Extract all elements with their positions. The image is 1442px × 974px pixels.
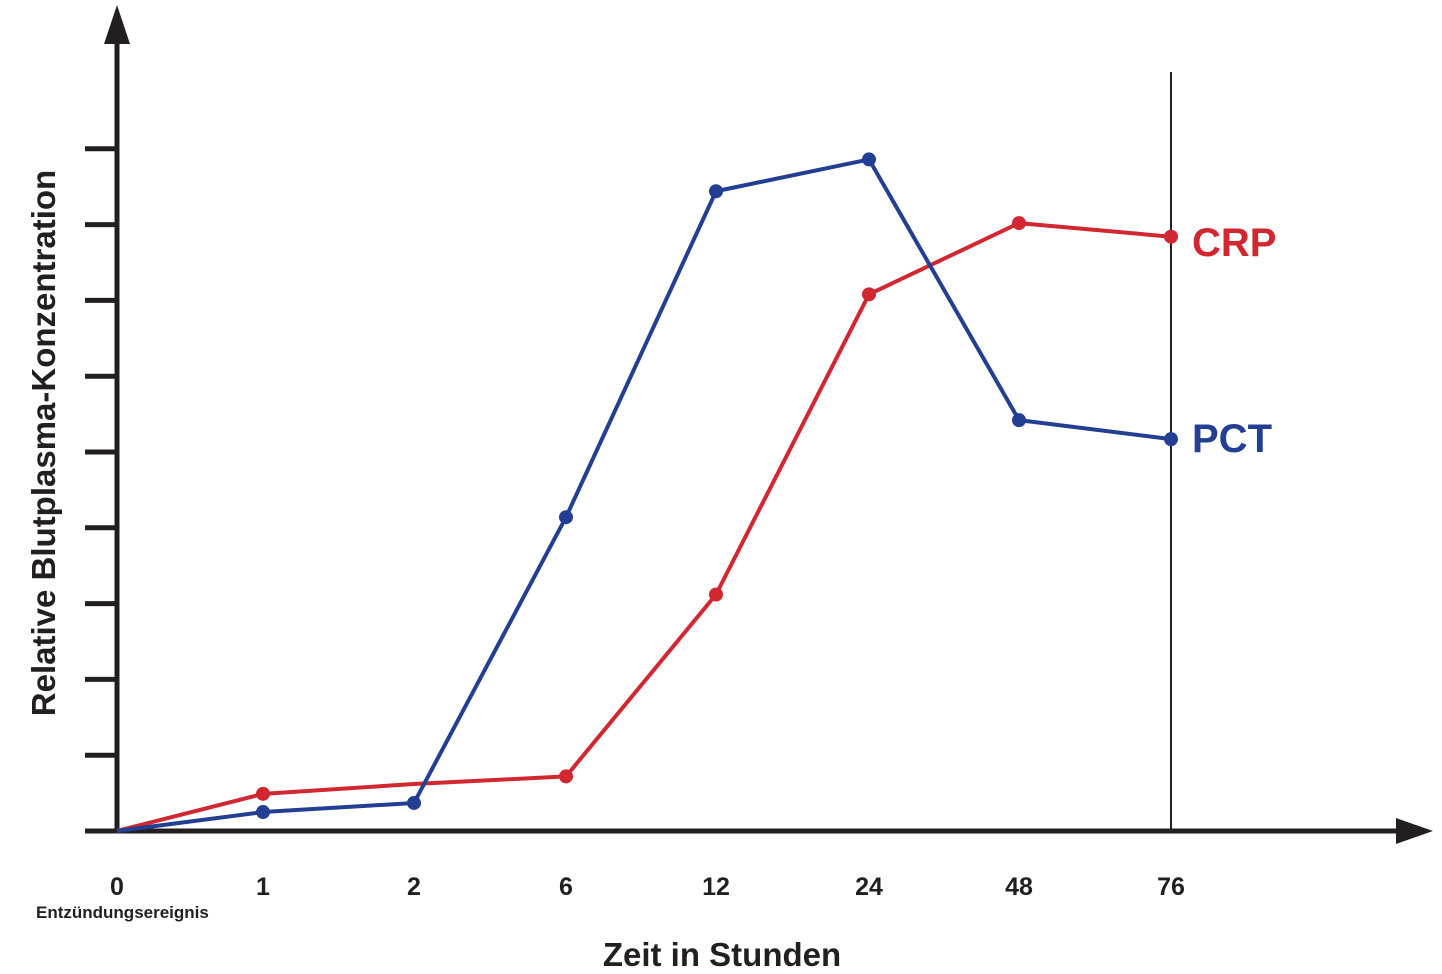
x-tick-label: 1 [256,873,270,901]
x-tick-label: 6 [559,873,573,901]
y-ticks [85,146,117,758]
data-point-pct [407,795,421,810]
y-axis-title: Relative Blutplasma-Konzentration [25,170,62,716]
data-point-crp [1012,216,1026,231]
y-axis-arrowhead [104,5,130,44]
x-tick-label: 48 [1005,873,1033,901]
series-pct: PCT [116,152,1272,833]
origin-sublabel: Entzündungsereignis [36,903,209,922]
series-line-crp [116,221,1172,833]
data-point-pct [1012,413,1026,428]
series-crp: CRP [116,216,1276,833]
x-tick-label: 0 [110,873,124,901]
data-point-pct [709,184,723,199]
data-point-pct [1164,432,1178,447]
series-label-crp: CRP [1192,221,1276,265]
data-point-crp [709,587,723,602]
data-point-crp [862,287,876,302]
x-tick-label: 24 [855,873,883,901]
x-tick-labels: 0 1 2 6 12 24 48 76 [110,873,1185,901]
data-point-pct [559,510,573,525]
axes [85,5,1433,844]
series-line-pct [116,157,1172,833]
data-point-crp [1164,229,1178,244]
x-axis-arrowhead [1396,818,1433,844]
data-point-pct [256,805,270,820]
series-layer: CRP PCT [116,152,1276,833]
x-tick-label: 12 [702,873,730,901]
x-tick-label: 2 [407,873,421,901]
x-tick-label: 76 [1157,873,1185,901]
data-point-pct [862,152,876,167]
x-axis-title: Zeit in Stunden [603,936,841,973]
data-point-crp [256,786,270,801]
data-point-crp [559,769,573,784]
series-label-pct: PCT [1192,417,1272,461]
